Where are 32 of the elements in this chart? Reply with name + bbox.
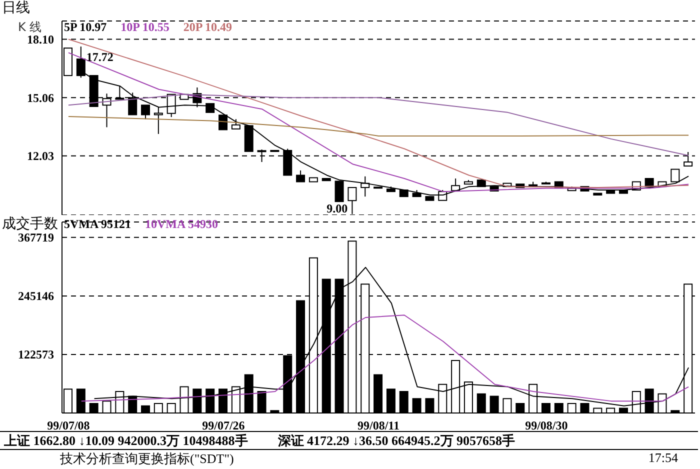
text: 5P 10.97 bbox=[64, 20, 107, 34]
y-tick-label: 18.10 bbox=[27, 32, 54, 47]
y-tick-label: 367719 bbox=[18, 230, 54, 245]
x-tick-label: 99/07/08 bbox=[47, 418, 90, 433]
line-series bbox=[80, 314, 690, 402]
x-tick-label: 99/08/30 bbox=[525, 418, 568, 433]
line-series bbox=[68, 116, 690, 137]
text: 技术分析查询更换指标("SDT") bbox=[60, 450, 234, 467]
y-tick-label: 122573 bbox=[18, 348, 54, 362]
x-tick-label: 99/07/26 bbox=[202, 418, 245, 433]
y-axis-title: K 线 bbox=[18, 19, 42, 36]
y-tick-label: 15.06 bbox=[27, 90, 54, 105]
x-tick-label: 99/08/11 bbox=[357, 418, 400, 433]
candlestick bbox=[141, 104, 150, 120]
annotation: 9.00 bbox=[326, 201, 348, 216]
y-tick-label: 12.03 bbox=[27, 149, 54, 164]
text: 20P 10.49 bbox=[183, 20, 232, 34]
candlestick bbox=[296, 170, 306, 182]
candlestick bbox=[154, 106, 163, 134]
chart-title: 成交手数 bbox=[2, 216, 58, 232]
annotation: 17.72 bbox=[86, 50, 114, 64]
text: 17:54 bbox=[648, 450, 678, 467]
candlestick bbox=[218, 114, 228, 130]
text: 上证 1662.80 ↓10.09 942000.3万 10498488手 bbox=[4, 432, 248, 449]
candlestick bbox=[670, 168, 680, 182]
candlestick bbox=[231, 118, 240, 130]
text: 深证 4172.29 ↓36.50 664945.2万 9057658手 bbox=[278, 432, 515, 449]
text: 10P 10.55 bbox=[120, 20, 170, 34]
text: 10VMA 54930 bbox=[145, 217, 218, 231]
chart-title: 日线 bbox=[2, 0, 30, 16]
y-tick-label: 245146 bbox=[18, 289, 54, 304]
line-series bbox=[68, 94, 690, 156]
